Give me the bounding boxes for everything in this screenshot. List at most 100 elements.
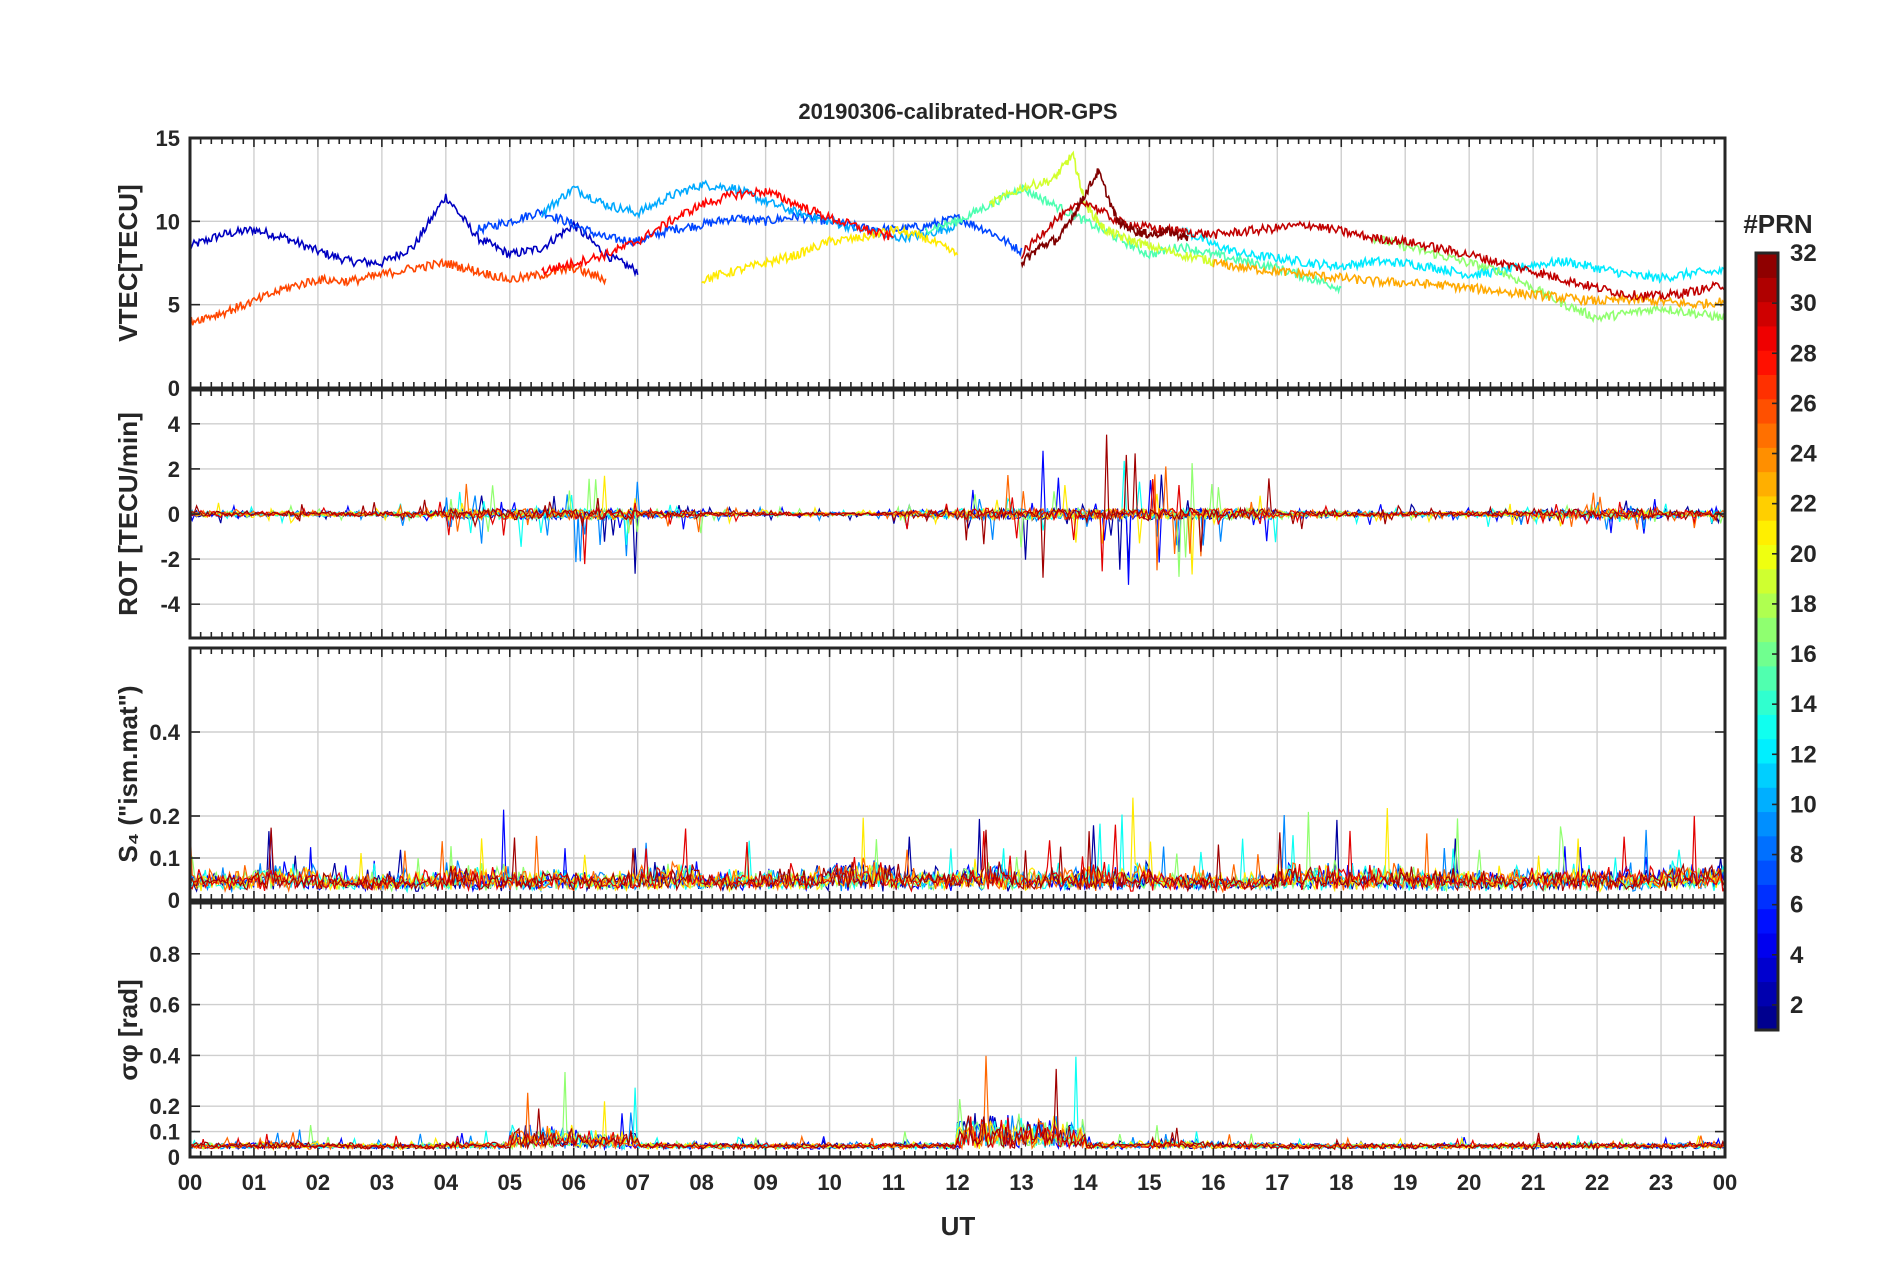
vtec-series-prn-21 bbox=[701, 224, 959, 284]
colorbar-tick-label: 10 bbox=[1790, 791, 1817, 818]
y-axis-label-sigma_phi: σφ [rad] bbox=[113, 979, 143, 1080]
vtec-series-prn-26 bbox=[190, 257, 607, 326]
colorbar-band bbox=[1756, 908, 1778, 934]
x-tick-label: 16 bbox=[1201, 1170, 1225, 1195]
x-tick-label: 10 bbox=[817, 1170, 841, 1195]
panel-s4: 0 0.1 0.2 0.4S₄ ("ism.mat") bbox=[113, 646, 1727, 913]
x-tick-label: 21 bbox=[1521, 1170, 1545, 1195]
colorbar-band bbox=[1756, 787, 1778, 813]
colorbar-tick-label: 32 bbox=[1790, 240, 1817, 267]
y-tick-label: 0 bbox=[168, 888, 180, 913]
colorbar-tick-label: 18 bbox=[1790, 591, 1817, 618]
colorbar-band bbox=[1756, 422, 1778, 448]
colorbar-band bbox=[1756, 690, 1778, 715]
colorbar-tick-label: 6 bbox=[1790, 892, 1803, 919]
x-tick-label: 03 bbox=[370, 1170, 394, 1195]
x-tick-label: 00 bbox=[1713, 1170, 1737, 1195]
colorbar-band bbox=[1756, 544, 1778, 570]
colorbar-tick-label: 12 bbox=[1790, 741, 1817, 768]
x-tick-label: 15 bbox=[1137, 1170, 1161, 1195]
y-tick-label: 0 bbox=[168, 1145, 180, 1170]
vtec-series-prn-32 bbox=[1020, 167, 1189, 269]
trace-rot-prn-31 bbox=[190, 434, 1725, 578]
colorbar-band bbox=[1756, 253, 1778, 278]
x-tick-label: 17 bbox=[1265, 1170, 1289, 1195]
y-tick-label: 0.2 bbox=[149, 804, 180, 829]
colorbar-band bbox=[1756, 447, 1778, 473]
colorbar-band bbox=[1756, 277, 1778, 303]
x-tick-label: 09 bbox=[753, 1170, 777, 1195]
x-tick-label: 18 bbox=[1329, 1170, 1353, 1195]
colorbar-band bbox=[1756, 350, 1778, 376]
colorbar-band bbox=[1756, 520, 1778, 545]
colorbar-band bbox=[1756, 641, 1778, 667]
y-tick-label: -2 bbox=[160, 547, 180, 572]
y-tick-label: 0.4 bbox=[149, 1043, 180, 1068]
trace-s4-prn-31 bbox=[190, 827, 1725, 893]
colorbar-band bbox=[1756, 471, 1778, 497]
x-tick-label: 00 bbox=[178, 1170, 202, 1195]
x-tick-label: 19 bbox=[1393, 1170, 1417, 1195]
colorbar-tick-label: 20 bbox=[1790, 541, 1817, 568]
vtec-series-prn-17 bbox=[1372, 235, 1725, 324]
y-tick-label: 0 bbox=[168, 376, 180, 401]
y-axis-label-vtec: VTEC[TECU] bbox=[113, 184, 143, 341]
y-tick-label: -4 bbox=[160, 592, 180, 617]
colorbar-band bbox=[1756, 301, 1778, 327]
colorbar-band bbox=[1756, 860, 1778, 885]
traces-s4 bbox=[190, 797, 1725, 894]
y-tick-label: 0.1 bbox=[149, 1120, 180, 1145]
colorbar-tick-label: 14 bbox=[1790, 691, 1817, 718]
x-tick-label: 08 bbox=[689, 1170, 713, 1195]
x-tick-label: 04 bbox=[434, 1170, 459, 1195]
trace-sigma_phi-prn-31 bbox=[190, 1068, 1725, 1151]
y-axis-label-rot: ROT [TECU/min] bbox=[113, 412, 143, 616]
y-tick-label: 0.6 bbox=[149, 993, 180, 1018]
y-tick-label: 0.1 bbox=[149, 846, 180, 871]
x-tick-label: 23 bbox=[1649, 1170, 1673, 1195]
traces-rot bbox=[190, 434, 1725, 585]
y-tick-label: 5 bbox=[168, 293, 180, 318]
y-tick-label: 4 bbox=[168, 412, 181, 437]
colorbar-band bbox=[1756, 981, 1778, 1007]
vtec-series-prn-15 bbox=[924, 183, 1342, 295]
traces-vtec bbox=[190, 150, 1725, 326]
y-tick-label: 0 bbox=[168, 502, 180, 527]
colorbar-band bbox=[1756, 811, 1778, 837]
colorbar-tick-label: 8 bbox=[1790, 842, 1803, 869]
colorbar-band bbox=[1756, 665, 1778, 691]
colorbar-band bbox=[1756, 762, 1778, 788]
colorbar-band bbox=[1756, 495, 1778, 521]
x-tick-label: 05 bbox=[498, 1170, 522, 1195]
colorbar-tick-label: 4 bbox=[1790, 942, 1804, 969]
panel-sigma_phi: 00.10.2 0.4 0.6 0.8σφ [rad] bbox=[113, 901, 1727, 1170]
colorbar-band bbox=[1756, 738, 1778, 764]
colorbar-title: #PRN bbox=[1743, 209, 1812, 239]
colorbar-band bbox=[1756, 325, 1778, 351]
x-tick-label: 02 bbox=[306, 1170, 330, 1195]
colorbar-tick-label: 26 bbox=[1790, 390, 1817, 417]
x-tick-label: 22 bbox=[1585, 1170, 1609, 1195]
colorbar-tick-label: 24 bbox=[1790, 441, 1817, 468]
traces-sigma_phi bbox=[190, 1055, 1725, 1152]
colorbar-tick-label: 30 bbox=[1790, 290, 1817, 317]
panel-rot: -4 -2 0 2 4 ROT [TECU/min] bbox=[113, 388, 1727, 640]
y-tick-label: 0.8 bbox=[149, 942, 180, 967]
x-tick-label: 12 bbox=[945, 1170, 969, 1195]
colorbar-band bbox=[1756, 932, 1778, 958]
vtec-series-prn-3 bbox=[190, 193, 639, 278]
vtec-series-prn-7 bbox=[477, 208, 1023, 258]
colorbar-band bbox=[1756, 568, 1778, 594]
colorbar-band bbox=[1756, 957, 1778, 983]
vtec-series-prn-12 bbox=[1180, 226, 1725, 284]
trace-rot-prn-29 bbox=[190, 478, 1725, 572]
colorbar-band bbox=[1756, 884, 1778, 910]
vtec-series-prn-30 bbox=[1020, 199, 1725, 303]
y-axis-label-s4: S₄ ("ism.mat") bbox=[113, 685, 143, 862]
x-axis-label: UT bbox=[941, 1211, 976, 1241]
y-tick-label: 10 bbox=[156, 209, 180, 234]
x-tick-label: 01 bbox=[242, 1170, 266, 1195]
